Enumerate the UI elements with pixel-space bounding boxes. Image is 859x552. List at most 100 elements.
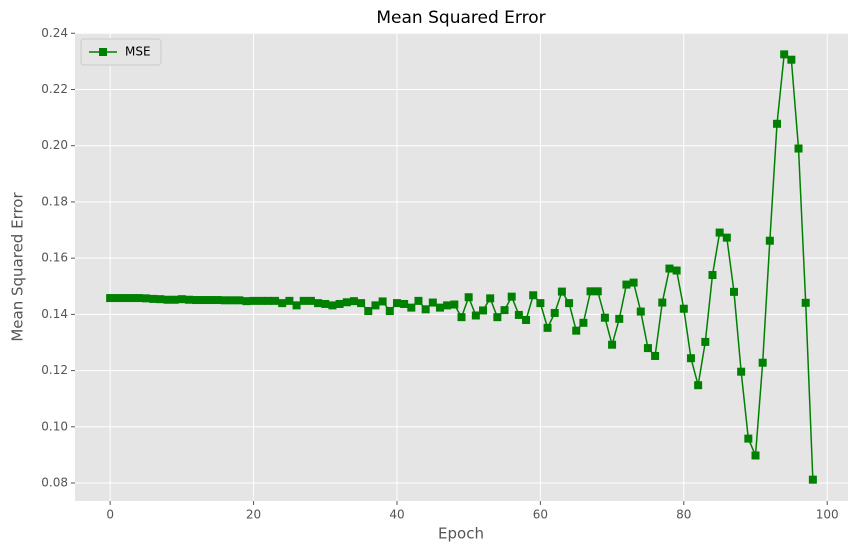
data-marker <box>443 301 452 310</box>
data-marker <box>342 298 351 307</box>
data-marker <box>242 297 251 306</box>
data-marker <box>808 475 817 484</box>
data-marker <box>321 299 330 308</box>
data-marker <box>665 264 674 273</box>
data-marker <box>299 296 308 305</box>
data-marker <box>349 297 358 306</box>
legend-box <box>80 38 162 66</box>
data-marker <box>715 228 724 237</box>
x-tick-label: 80 <box>676 508 691 522</box>
data-marker <box>328 301 337 310</box>
data-marker <box>285 296 294 305</box>
grid <box>71 32 848 505</box>
data-marker <box>263 296 272 305</box>
data-marker <box>572 326 581 335</box>
x-tick-label: 20 <box>246 508 261 522</box>
data-marker <box>486 294 495 303</box>
data-marker <box>522 315 531 324</box>
y-tick-label: 0.24 <box>41 26 68 40</box>
data-marker <box>170 295 179 304</box>
data-marker <box>729 287 738 296</box>
legend: MSE <box>80 38 162 66</box>
data-marker <box>213 296 222 305</box>
data-marker <box>457 313 466 322</box>
data-marker <box>479 306 488 315</box>
data-marker <box>593 287 602 296</box>
data-marker <box>106 294 115 303</box>
data-marker <box>228 296 237 305</box>
y-tick-label: 0.12 <box>41 363 68 377</box>
data-marker <box>622 280 631 289</box>
x-tick-label: 60 <box>533 508 548 522</box>
data-marker <box>385 306 394 315</box>
data-marker <box>400 299 409 308</box>
data-marker <box>306 296 315 305</box>
data-marker <box>550 308 559 317</box>
marks <box>106 50 817 484</box>
data-marker <box>744 434 753 443</box>
y-axis-label: Mean Squared Error <box>9 192 27 342</box>
data-marker <box>801 298 810 307</box>
data-marker <box>149 294 158 303</box>
data-marker <box>120 294 129 303</box>
data-marker <box>256 296 265 305</box>
data-marker <box>701 337 710 346</box>
data-marker <box>378 297 387 306</box>
data-marker <box>199 296 208 305</box>
data-marker <box>679 304 688 313</box>
data-marker <box>586 287 595 296</box>
data-marker <box>651 351 660 360</box>
y-tick-label: 0.16 <box>41 251 68 265</box>
data-marker <box>780 50 789 59</box>
data-marker <box>787 55 796 64</box>
data-marker <box>500 306 509 315</box>
data-marker <box>464 293 473 302</box>
data-marker <box>127 294 136 303</box>
data-marker <box>507 292 516 301</box>
data-marker <box>407 303 416 312</box>
data-marker <box>608 340 617 349</box>
data-marker <box>113 294 122 303</box>
data-marker <box>414 296 423 305</box>
data-marker <box>134 294 143 303</box>
data-marker <box>206 296 215 305</box>
data-marker <box>364 306 373 315</box>
data-marker <box>672 266 681 275</box>
data-marker <box>600 313 609 322</box>
data-marker <box>737 367 746 376</box>
data-marker <box>565 299 574 308</box>
data-marker <box>765 236 774 245</box>
x-tick-label: 40 <box>389 508 404 522</box>
data-marker <box>220 296 229 305</box>
x-axis-label: Epoch <box>438 525 484 543</box>
data-marker <box>493 313 502 322</box>
y-tick-label: 0.10 <box>41 419 68 433</box>
data-marker <box>615 314 624 323</box>
x-tick-label: 100 <box>816 508 839 522</box>
data-marker <box>163 295 172 304</box>
data-marker <box>314 299 323 308</box>
data-marker <box>156 295 165 304</box>
data-marker <box>751 451 760 460</box>
y-tick-label: 0.08 <box>41 476 68 490</box>
data-marker <box>579 318 588 327</box>
data-marker <box>335 299 344 308</box>
data-marker <box>794 144 803 153</box>
data-marker <box>636 307 645 316</box>
legend-marker <box>99 48 107 56</box>
data-marker <box>658 298 667 307</box>
data-marker <box>629 278 638 287</box>
data-marker <box>428 298 437 307</box>
y-tick-label: 0.14 <box>41 307 68 321</box>
y-tick-label: 0.22 <box>41 82 68 96</box>
data-marker <box>514 310 523 319</box>
y-tick-label: 0.20 <box>41 138 68 152</box>
data-marker <box>722 233 731 242</box>
data-marker <box>471 311 480 320</box>
data-marker <box>192 296 201 305</box>
data-marker <box>708 271 717 280</box>
data-marker <box>543 323 552 332</box>
chart-title: Mean Squared Error <box>376 8 545 28</box>
